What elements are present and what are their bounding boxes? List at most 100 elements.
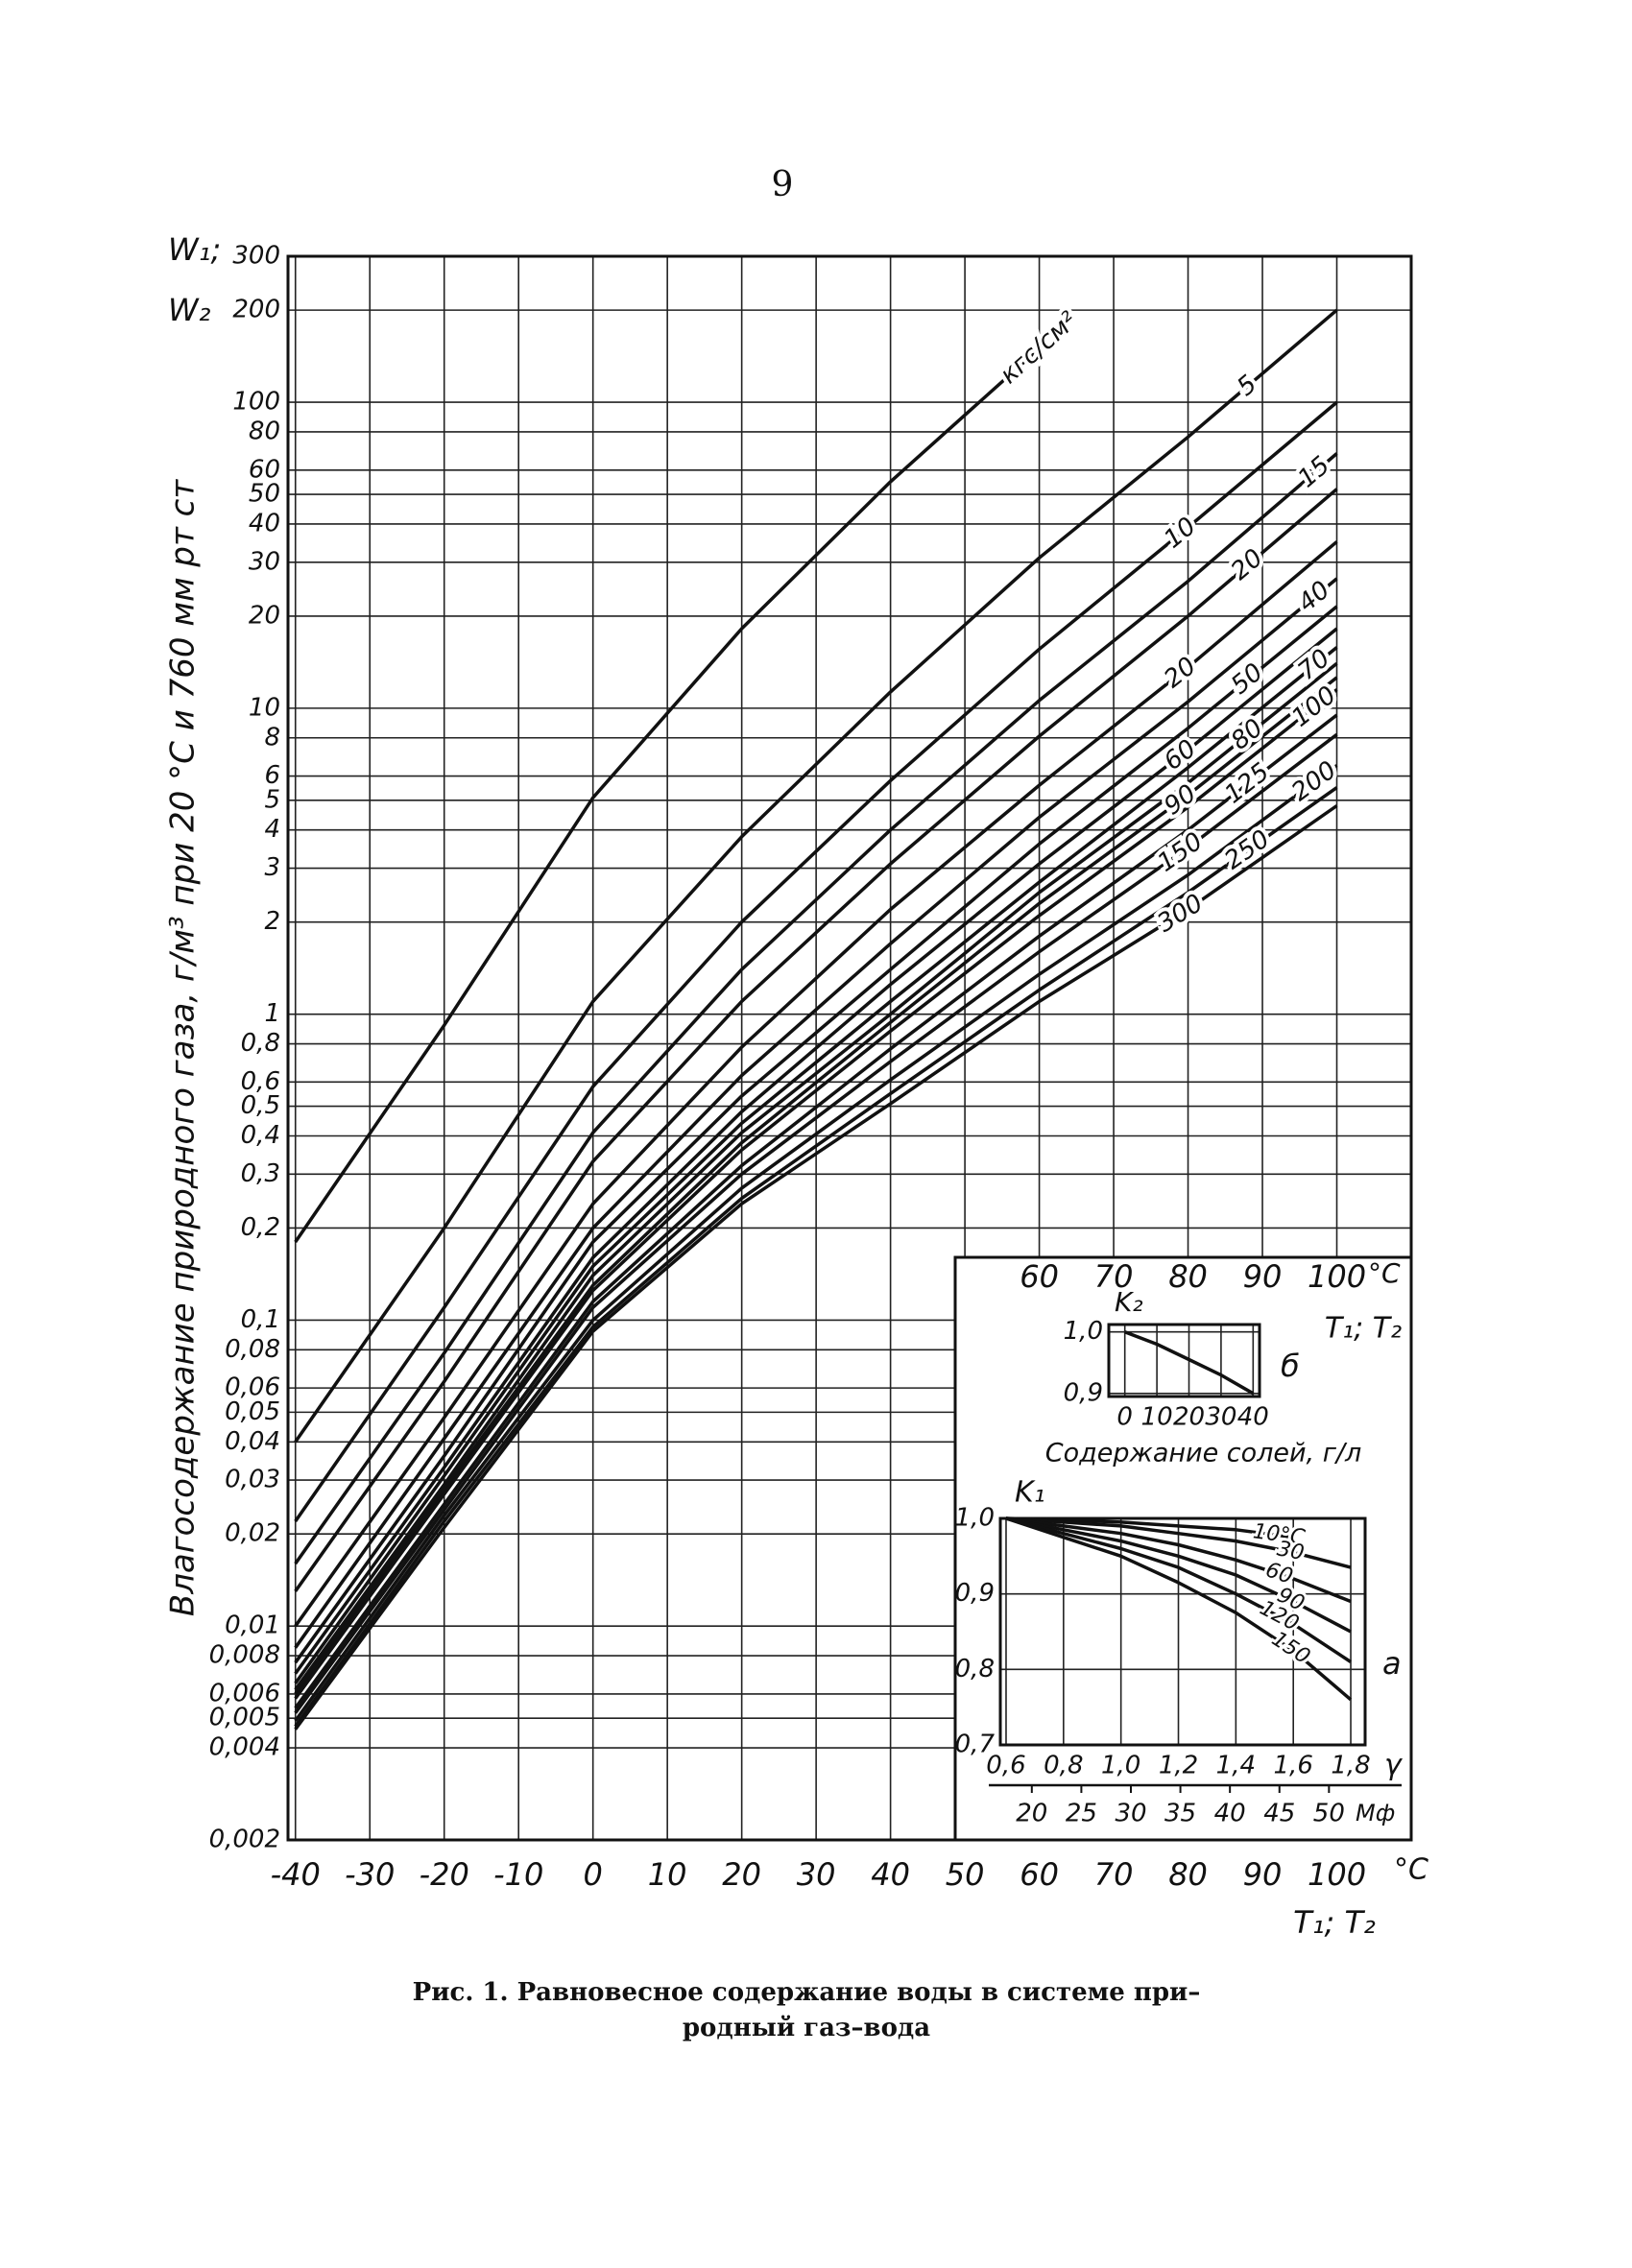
y-tick-label: 6	[264, 761, 280, 790]
x-tick-label: 1,8	[1331, 1752, 1370, 1780]
y-tick-label: 0,05	[225, 1397, 280, 1426]
x2-tick-label: 50	[1313, 1800, 1345, 1828]
y-tick-label: 100	[232, 388, 280, 417]
x-axis-label: Содержание солей, г/л	[1045, 1439, 1362, 1468]
y-tick-label: 300	[232, 242, 280, 271]
x-tick-label: 0	[1116, 1403, 1133, 1432]
x2-tick-label: 35	[1164, 1800, 1196, 1828]
y-tick-label: 1,0	[955, 1504, 995, 1533]
inset-top-tick-label: 80	[1168, 1258, 1208, 1295]
y-tick-label: 0,008	[209, 1641, 280, 1670]
curve	[294, 804, 1338, 1731]
y-tick-label: 0,8	[955, 1655, 995, 1683]
x2-tick-label: 45	[1263, 1800, 1295, 1828]
y-tick-label: 0,002	[209, 1826, 280, 1854]
x-tick-label: 10	[648, 1856, 687, 1893]
y-tick-label: 0,6	[241, 1067, 280, 1096]
y-tick-label: 50	[249, 480, 280, 509]
y-tick-label: 0,7	[955, 1731, 996, 1759]
caption: Рис. 1. Равновесное содержание воды в си…	[413, 1978, 1201, 2007]
y-tick-label: 8	[264, 723, 280, 752]
y-tick-label: 40	[249, 509, 280, 537]
y-tick-label: 0,006	[209, 1679, 280, 1707]
x-tick-label: 100	[1308, 1856, 1366, 1893]
x-axis-label: γ	[1384, 1749, 1404, 1782]
curve	[294, 713, 1338, 1709]
x-tick-label: 40	[1237, 1403, 1269, 1432]
y-tick-label: 1,0	[1064, 1317, 1103, 1346]
plot-frame	[1107, 1323, 1261, 1398]
curve	[1005, 1516, 1294, 1540]
panel-label: а	[1382, 1645, 1402, 1682]
x-tick-label: 70	[1094, 1856, 1134, 1893]
inset-top-tick-label: 60	[1020, 1258, 1059, 1295]
y-tick-label: 0,8	[241, 1029, 280, 1058]
x-tick-label: 1,4	[1216, 1752, 1256, 1780]
y-tick-label: 0,04	[225, 1427, 280, 1456]
plot-frame	[286, 254, 1413, 1842]
x-tick-label: 1,0	[1101, 1752, 1140, 1780]
curve	[1005, 1516, 1353, 1702]
x2-tick-label: 25	[1066, 1800, 1097, 1828]
curve	[1124, 1330, 1255, 1396]
x2-axis-label: Мф	[1356, 1800, 1395, 1826]
y-axis-symbol: W₁;	[168, 231, 221, 268]
y-axis-label: K₁	[1015, 1476, 1045, 1510]
curve	[294, 346, 1041, 1243]
curve	[294, 452, 1338, 1565]
x-tick-label: 0	[584, 1856, 603, 1893]
x-tick-label: -20	[420, 1856, 469, 1893]
y-tick-label: 30	[249, 547, 280, 576]
curve	[294, 488, 1338, 1592]
curve	[294, 577, 1338, 1649]
x2-tick-label: 20	[1016, 1800, 1047, 1828]
x-tick-label: 20	[1173, 1403, 1205, 1432]
y-axis-label: Влагосодержание природного газа, г/м³ пр…	[164, 479, 203, 1616]
x-tick-label: -30	[345, 1856, 395, 1893]
curve	[1005, 1516, 1352, 1569]
curve	[294, 308, 1338, 1444]
x-tick-label: 10	[1141, 1403, 1173, 1432]
y-tick-label: 10	[249, 693, 280, 722]
curve	[294, 605, 1338, 1664]
x-tick-label: 0,6	[986, 1752, 1025, 1780]
x-tick-label: 80	[1168, 1856, 1208, 1893]
x-tick-label: 30	[1205, 1403, 1236, 1432]
x-tick-label: -40	[271, 1856, 321, 1893]
x-tick-label: 0,8	[1044, 1752, 1083, 1780]
x-tick-label: 1,6	[1274, 1752, 1313, 1780]
curve	[294, 540, 1338, 1628]
inset-top-tick-label: 70	[1094, 1258, 1134, 1295]
plot-frame	[998, 1516, 1367, 1747]
curve	[294, 786, 1338, 1728]
x-axis-unit: °C	[1394, 1853, 1428, 1887]
curve	[294, 764, 1338, 1722]
y-tick-label: 0,1	[241, 1305, 280, 1334]
y-tick-label: 60	[249, 455, 280, 484]
inset-top-tick-label: 100	[1308, 1258, 1366, 1295]
y-tick-label: 4	[264, 815, 280, 844]
y-tick-label: 80	[249, 417, 280, 445]
curve	[294, 400, 1338, 1522]
y-tick-label: 0,08	[225, 1335, 280, 1364]
x-tick-label: 30	[797, 1856, 836, 1893]
y-tick-label: 20	[249, 601, 280, 630]
y-tick-label: 0,3	[241, 1159, 280, 1188]
y-tick-label: 1	[264, 999, 280, 1028]
inset-panel	[953, 1255, 1413, 1842]
y-tick-label: 200	[232, 296, 280, 324]
y-tick-label: 0,005	[209, 1704, 280, 1732]
x-axis-label: T₁; T₂	[1293, 1904, 1376, 1941]
inset-top-unit: °C	[1368, 1257, 1401, 1289]
y-tick-label: 0,4	[241, 1121, 280, 1150]
x2-tick-label: 40	[1214, 1800, 1246, 1828]
curve	[294, 646, 1338, 1684]
page-number: 9	[772, 165, 794, 204]
curve	[1005, 1516, 1352, 1634]
y-tick-label: 5	[264, 785, 280, 814]
x-tick-label: -10	[493, 1856, 543, 1893]
y-axis-symbol: W₂	[168, 292, 211, 328]
curve	[294, 732, 1338, 1714]
curve	[294, 676, 1338, 1695]
